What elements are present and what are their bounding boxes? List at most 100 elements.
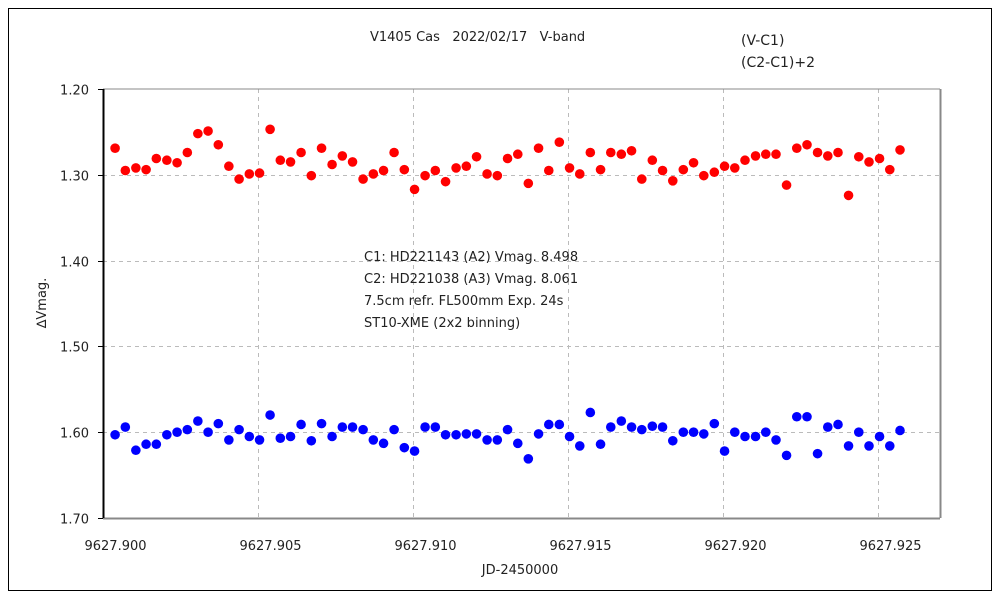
c2-c1-point xyxy=(120,422,131,432)
v-c1-point xyxy=(740,155,750,166)
c2-c1-point xyxy=(358,424,368,435)
v-c1-point xyxy=(616,149,627,160)
v-c1-point xyxy=(750,151,761,161)
c2-c1-point xyxy=(141,439,151,450)
v-c1-point xyxy=(193,128,203,139)
v-c1-point xyxy=(182,147,193,158)
c2-c1-point xyxy=(595,439,606,450)
c2-c1-point xyxy=(698,429,709,439)
c2-c1-point xyxy=(605,422,616,432)
y-tick-label: 1.60 xyxy=(60,427,89,442)
data-points xyxy=(110,124,905,464)
c2-c1-point xyxy=(657,422,668,432)
outer-frame xyxy=(8,8,992,591)
c2-c1-point xyxy=(440,429,451,440)
c2-c1-point xyxy=(224,435,234,445)
v-c1-point xyxy=(760,149,771,160)
c2-c1-point xyxy=(213,418,224,429)
v-c1-point xyxy=(110,143,120,154)
y-tick-label: 1.40 xyxy=(60,256,89,271)
c2-c1-point xyxy=(244,431,255,442)
v-c1-point xyxy=(306,170,317,181)
c2-c1-point xyxy=(667,435,678,446)
v-c1-point xyxy=(502,153,513,164)
c2-c1-point xyxy=(254,435,265,445)
y-axis-label: ∆Vmag. xyxy=(35,278,50,330)
y-tick-label: 1.50 xyxy=(60,341,89,356)
axes xyxy=(98,88,942,520)
v-c1-point xyxy=(802,139,812,150)
v-c1-point xyxy=(812,147,823,158)
v-c1-point xyxy=(151,153,162,164)
c2-c1-point xyxy=(543,419,554,430)
x-tick-label: 9627.920 xyxy=(704,539,766,554)
c2-c1-point xyxy=(275,433,286,444)
c2-c1-point xyxy=(492,435,503,445)
c2-c1-point xyxy=(812,448,823,459)
c2-c1-point xyxy=(884,441,895,451)
c2-c1-point xyxy=(193,416,203,426)
c2-c1-point xyxy=(688,427,699,438)
v-c1-point xyxy=(729,163,740,173)
c2-c1-point xyxy=(110,429,120,440)
c2-c1-point xyxy=(172,427,182,438)
c2-c1-point xyxy=(554,419,565,430)
v-c1-point xyxy=(213,139,224,150)
v-c1-point xyxy=(626,145,637,156)
v-c1-point xyxy=(585,147,596,158)
v-c1-point xyxy=(895,145,905,155)
v-c1-point xyxy=(523,178,534,189)
c2-c1-point xyxy=(378,438,389,449)
c2-c1-point xyxy=(533,429,544,439)
v-c1-point xyxy=(409,184,420,195)
v-c1-point xyxy=(512,149,523,160)
c2-c1-point xyxy=(337,422,348,432)
v-c1-point xyxy=(564,163,575,173)
v-c1-point xyxy=(595,164,606,175)
c2-c1-point xyxy=(564,431,575,442)
v-c1-point xyxy=(719,161,730,172)
x-tick-label: 9627.905 xyxy=(239,539,301,554)
v-c1-point xyxy=(833,147,843,158)
v-c1-point xyxy=(131,163,141,173)
v-c1-point xyxy=(203,126,213,136)
c2-c1-point xyxy=(461,429,472,439)
c2-c1-point xyxy=(729,427,740,438)
v-c1-point xyxy=(224,161,234,172)
legend-entry-v-c1: (V-C1) xyxy=(741,33,784,49)
c2-c1-point xyxy=(791,411,802,422)
v-c1-point xyxy=(234,174,244,184)
c2-c1-point xyxy=(822,422,833,432)
c2-c1-point xyxy=(203,427,213,438)
c2-c1-point xyxy=(389,424,399,435)
c2-c1-point xyxy=(616,416,627,426)
v-c1-point xyxy=(771,149,781,160)
c2-c1-point xyxy=(502,424,513,435)
v-c1-point xyxy=(378,165,389,176)
y-tick-label: 1.70 xyxy=(60,513,89,528)
v-c1-point xyxy=(430,165,441,176)
v-c1-point xyxy=(574,169,585,179)
v-c1-point xyxy=(347,157,358,167)
grid-lines xyxy=(103,89,940,518)
v-c1-point xyxy=(657,165,668,176)
c2-c1-point xyxy=(451,429,461,440)
c2-c1-point xyxy=(420,422,430,432)
c2-c1-point xyxy=(719,446,730,456)
v-c1-point xyxy=(884,164,895,175)
y-tick-label: 1.30 xyxy=(60,170,89,185)
x-tick-label: 9627.910 xyxy=(394,539,456,554)
c2-c1-point xyxy=(471,429,482,439)
c2-c1-point xyxy=(874,431,885,442)
v-c1-point xyxy=(389,147,399,158)
c2-c1-point xyxy=(626,422,637,432)
legend-entry-c2-c1: (C2-C1)+2 xyxy=(741,55,815,71)
v-c1-point xyxy=(636,174,647,184)
c2-c1-point xyxy=(306,435,317,446)
x-axis-label: JD-2450000 xyxy=(481,563,558,578)
v-c1-point xyxy=(874,153,885,164)
v-c1-point xyxy=(791,143,802,154)
v-c1-point xyxy=(492,170,503,181)
c2-c1-point xyxy=(151,439,162,450)
v-c1-point xyxy=(162,155,172,166)
